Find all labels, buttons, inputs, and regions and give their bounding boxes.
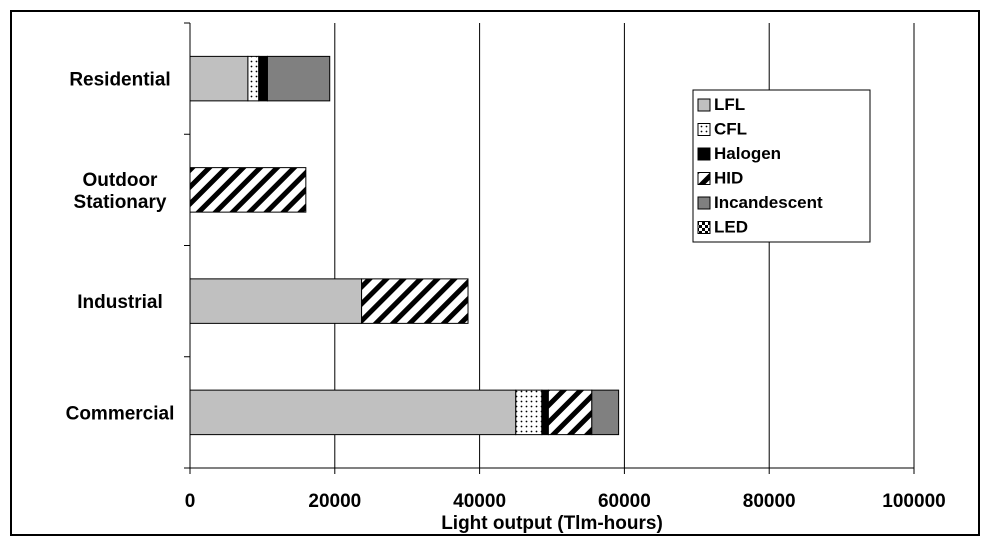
legend: LFL CFL Halogen HID Incandescent LED <box>692 89 871 243</box>
bar-residential-cfl <box>247 55 260 102</box>
bar-outdoor-stationary-hid <box>189 167 307 213</box>
x-tick-label-100000: 100000 <box>882 491 945 512</box>
legend-swatch-cfl <box>697 123 711 136</box>
chart-frame <box>10 10 980 536</box>
bar-industrial-hid <box>361 278 469 324</box>
bar-industrial-lfl <box>189 278 363 324</box>
legend-box <box>692 89 871 243</box>
category-label-outdoor-stationary: Outdoor <box>83 170 159 191</box>
x-tick-label-60000: 60000 <box>598 491 651 512</box>
legend-swatch-led <box>697 221 711 234</box>
bar-commercial-halogen <box>541 389 549 436</box>
category-label-commercial: Commercial <box>66 403 175 424</box>
bar-commercial-cfl <box>515 389 543 436</box>
axes <box>184 22 915 474</box>
category-label-residential: Residential <box>69 70 170 91</box>
bars <box>189 55 620 436</box>
legend-label-led: LED <box>714 218 748 237</box>
bar-residential-incandescent <box>266 55 331 102</box>
legend-label-incandescent: Incandescent <box>714 193 823 212</box>
legend-label-halogen: Halogen <box>714 144 781 163</box>
bar-residential-lfl <box>189 55 249 102</box>
x-tick-label-40000: 40000 <box>453 491 506 512</box>
x-tick-labels: 0 20000 40000 60000 80000 100000 <box>185 491 946 512</box>
legend-label-lfl: LFL <box>714 95 745 114</box>
x-tick-label-80000: 80000 <box>743 491 796 512</box>
legend-swatch-incandescent <box>697 196 711 210</box>
legend-swatch-lfl <box>697 98 711 112</box>
legend-label-cfl: CFL <box>714 120 747 139</box>
bar-residential-halogen <box>258 55 268 102</box>
x-axis-title: Light output (Tlm-hours) <box>441 513 663 534</box>
legend-swatch-halogen <box>697 147 711 161</box>
category-label-outdoor-stationary: Stationary <box>74 192 167 213</box>
bar-commercial-lfl <box>189 389 517 436</box>
category-label-industrial: Industrial <box>77 292 163 313</box>
bar-commercial-incandescent <box>591 389 620 436</box>
legend-swatch-hid <box>697 172 711 185</box>
legend-label-hid: HID <box>714 169 743 188</box>
bar-commercial-hid <box>547 389 593 436</box>
x-tick-label-0: 0 <box>185 491 196 512</box>
x-tick-label-20000: 20000 <box>308 491 361 512</box>
